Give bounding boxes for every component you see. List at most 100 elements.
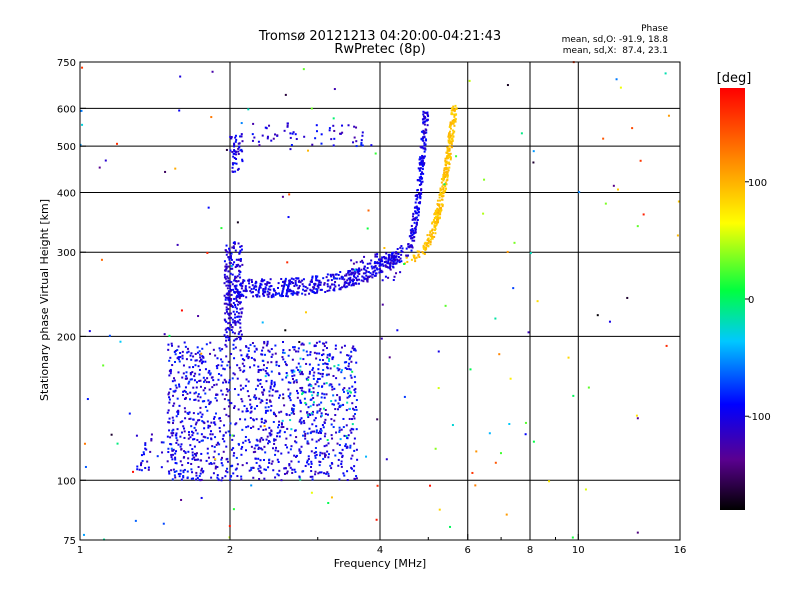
data-point xyxy=(330,400,333,403)
data-point xyxy=(223,294,226,297)
data-point xyxy=(230,475,233,478)
data-point xyxy=(198,419,201,422)
data-point xyxy=(171,344,174,347)
data-point xyxy=(445,170,448,173)
data-point xyxy=(302,349,305,352)
data-point xyxy=(207,426,210,429)
data-point xyxy=(201,420,204,423)
data-point xyxy=(333,289,336,292)
data-point xyxy=(197,315,200,318)
data-point xyxy=(224,268,227,271)
data-point xyxy=(367,276,370,279)
data-point xyxy=(176,428,179,431)
data-point xyxy=(227,381,230,384)
data-point xyxy=(261,134,264,137)
data-point xyxy=(290,281,293,284)
data-point xyxy=(474,484,477,487)
data-point xyxy=(423,132,426,135)
data-point xyxy=(208,403,211,406)
data-point xyxy=(299,369,302,372)
data-point xyxy=(348,390,351,393)
data-point xyxy=(584,488,587,491)
data-point xyxy=(421,154,424,157)
data-point xyxy=(448,155,451,158)
data-point xyxy=(290,369,293,372)
data-point xyxy=(281,356,284,359)
data-point xyxy=(416,196,419,199)
data-point xyxy=(337,402,340,405)
data-point xyxy=(251,133,254,136)
data-point xyxy=(398,261,401,264)
data-point xyxy=(295,441,298,444)
data-point xyxy=(249,416,252,419)
data-point xyxy=(289,148,292,151)
data-point xyxy=(237,280,240,283)
data-point xyxy=(176,397,179,400)
data-point xyxy=(261,349,264,352)
data-point xyxy=(354,381,357,384)
data-point xyxy=(494,461,497,464)
data-point xyxy=(168,396,171,399)
data-point xyxy=(184,345,187,348)
data-point xyxy=(229,287,232,290)
data-point xyxy=(413,221,416,224)
data-point xyxy=(455,155,458,158)
data-point xyxy=(307,384,310,387)
data-point xyxy=(364,272,367,275)
data-point xyxy=(291,293,294,296)
data-point xyxy=(234,316,237,319)
data-point xyxy=(309,353,312,356)
data-point xyxy=(296,392,299,395)
data-point xyxy=(264,286,267,289)
data-point xyxy=(224,312,227,315)
data-point xyxy=(203,400,206,403)
data-point xyxy=(83,442,86,445)
data-point xyxy=(270,139,273,142)
data-point xyxy=(275,446,278,449)
data-point xyxy=(189,373,192,376)
data-point xyxy=(214,465,217,468)
data-point xyxy=(243,359,246,362)
data-point xyxy=(452,135,455,138)
data-point xyxy=(227,256,230,259)
data-point xyxy=(291,292,294,295)
data-point xyxy=(171,416,174,419)
data-point xyxy=(352,428,355,431)
data-point xyxy=(169,368,172,371)
data-point xyxy=(239,260,242,263)
data-point xyxy=(389,261,392,264)
data-point xyxy=(240,293,243,296)
data-point xyxy=(235,150,238,153)
data-point xyxy=(183,341,186,344)
data-point xyxy=(316,288,319,291)
data-point xyxy=(170,453,173,456)
data-point xyxy=(234,313,237,316)
data-point xyxy=(421,165,424,168)
data-point xyxy=(257,371,260,374)
data-point xyxy=(223,302,226,305)
data-point xyxy=(245,449,248,452)
data-point xyxy=(235,299,238,302)
data-point xyxy=(352,141,355,144)
data-point xyxy=(116,142,119,145)
data-point xyxy=(351,268,354,271)
data-point xyxy=(262,346,265,349)
data-point xyxy=(270,404,273,407)
data-point xyxy=(282,294,285,297)
data-point xyxy=(324,432,327,435)
data-point xyxy=(320,288,323,291)
data-point xyxy=(235,264,238,267)
data-point xyxy=(180,431,183,434)
data-point xyxy=(261,278,264,281)
data-point xyxy=(349,278,352,281)
data-point xyxy=(445,166,448,169)
data-point xyxy=(241,150,244,153)
data-point xyxy=(323,382,326,385)
data-point xyxy=(395,251,398,254)
data-point xyxy=(239,329,242,332)
data-point xyxy=(314,473,317,476)
data-point xyxy=(341,277,344,280)
data-point xyxy=(293,285,296,288)
x-tick-label: 2 xyxy=(227,545,233,556)
data-point xyxy=(449,122,452,125)
